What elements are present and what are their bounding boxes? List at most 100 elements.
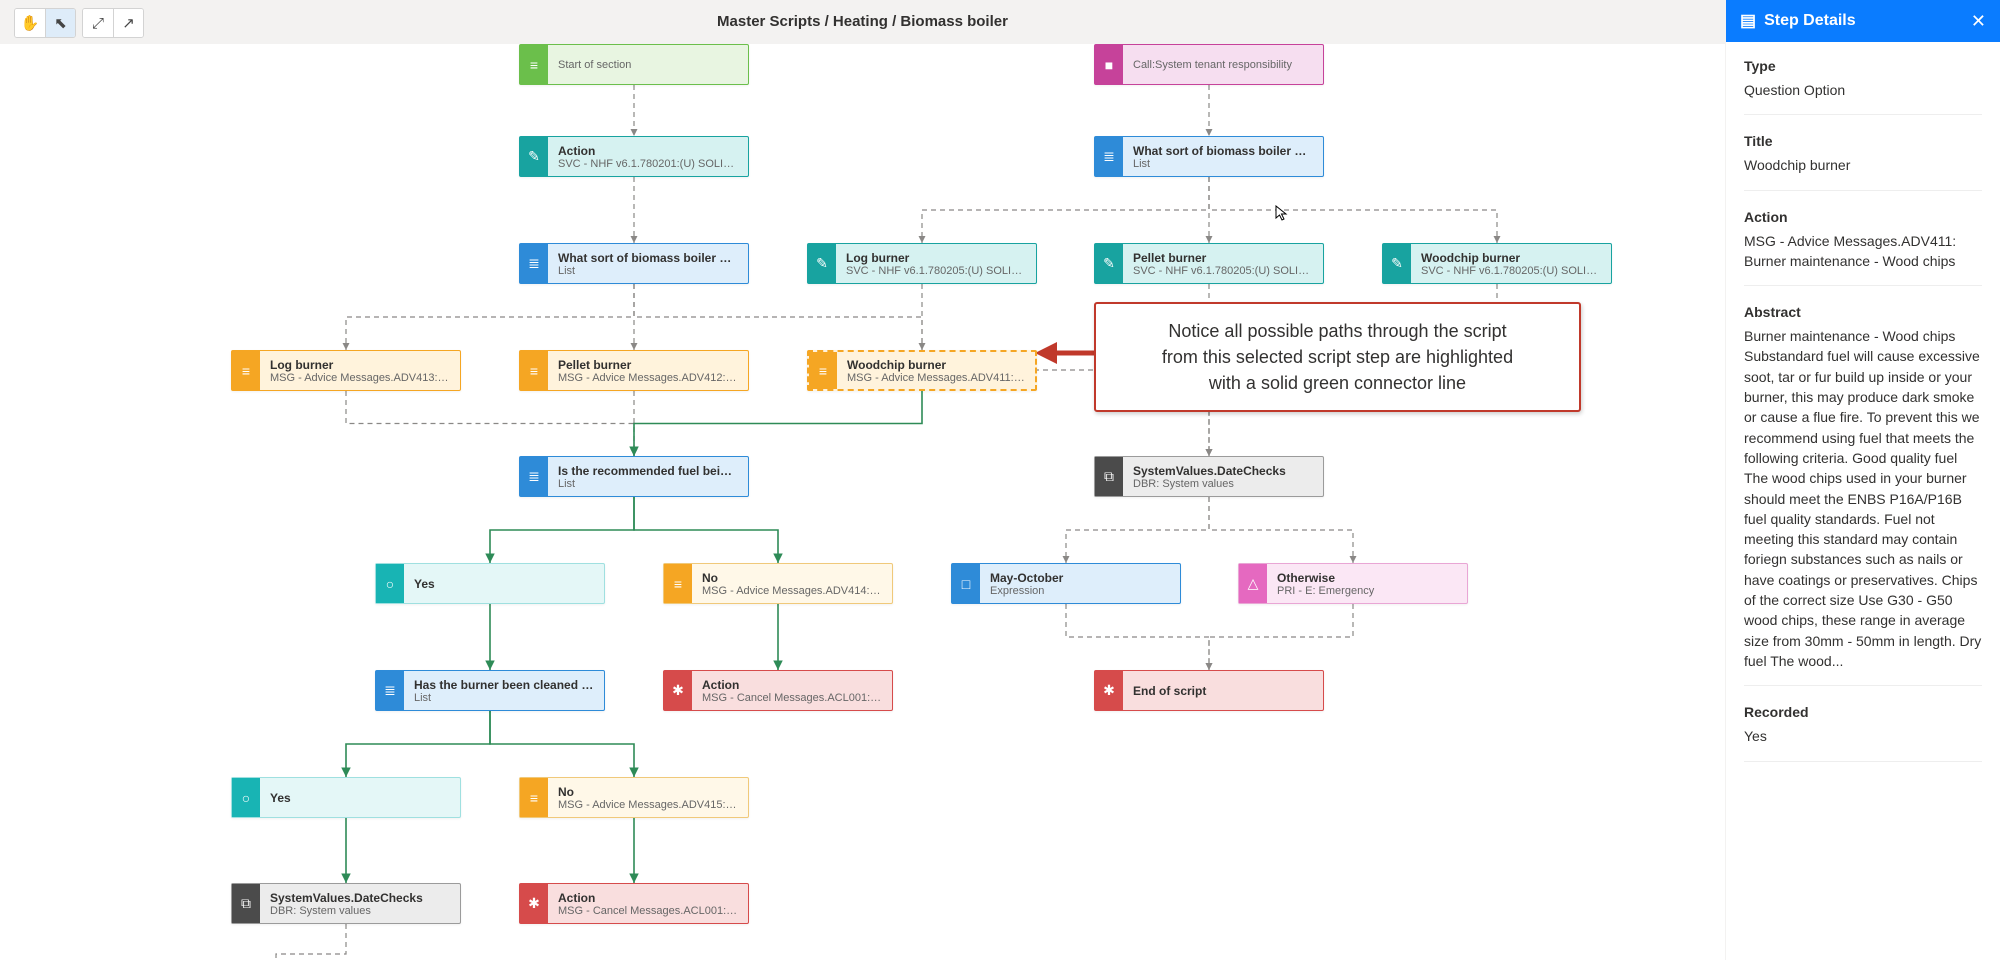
node-body: Is the recommended fuel being used? (...… (548, 457, 748, 496)
node-icon: ✎ (1095, 244, 1123, 283)
node-body: What sort of biomass boiler do you have?… (548, 244, 748, 283)
node-title: Yes (270, 791, 450, 805)
toolbar: ✋ ⬉ ⤢ ↗ (14, 8, 144, 38)
node-icon: ✎ (1383, 244, 1411, 283)
flow-node[interactable]: ○Yes (231, 777, 461, 818)
panel-field-label: Title (1744, 133, 1982, 149)
flow-node[interactable]: ■ Call:System tenant responsibility (1094, 44, 1324, 85)
node-title: What sort of biomass boiler do you have? (1133, 144, 1313, 158)
connector (346, 284, 634, 350)
hand-tool-button[interactable]: ✋ (15, 9, 45, 37)
node-body: Pellet burnerSVC - NHF v6.1.780205:(U) S… (1123, 244, 1323, 283)
node-icon: ≡ (520, 778, 548, 817)
node-icon: ≡ (520, 45, 548, 84)
connector (634, 284, 922, 350)
flow-node[interactable]: ≡ Pellet burnerMSG - Advice Messages.ADV4… (519, 350, 749, 391)
node-body: Call:System tenant responsibility (1123, 45, 1323, 84)
node-icon: ■ (1095, 45, 1123, 84)
node-title: Log burner (846, 251, 1026, 265)
flow-node[interactable]: ≡ Woodchip burnerMSG - Advice Messages.AD… (807, 350, 1037, 391)
flow-node[interactable]: ○Yes (375, 563, 605, 604)
connector (922, 177, 1209, 243)
node-title: Action (558, 891, 738, 905)
annotation-callout: Notice all possible paths through the sc… (1094, 302, 1581, 412)
node-body: ActionSVC - NHF v6.1.780201:(U) SOLID FU… (548, 137, 748, 176)
panel-field-value: Burner maintenance - Wood chips Substand… (1744, 326, 1982, 671)
flow-node[interactable]: ≣Is the recommended fuel being used? (..… (519, 456, 749, 497)
node-subtitle: MSG - Advice Messages.ADV415: Burner ... (558, 799, 738, 811)
tool-group-view: ⤢ ↗ (82, 8, 144, 38)
panel-field-value: Question Option (1744, 80, 1982, 100)
flow-node[interactable]: ⧉SystemValues.DateChecksDBR: System valu… (1094, 456, 1324, 497)
node-subtitle: SVC - NHF v6.1.780201:(U) SOLID FUEL ... (558, 158, 738, 170)
node-icon: ≡ (809, 352, 837, 389)
flow-node[interactable]: ⧉SystemValues.DateChecksDBR: System valu… (231, 883, 461, 924)
flow-node[interactable]: ✱ActionMSG - Cancel Messages.ACL001: No … (663, 670, 893, 711)
connector (1066, 497, 1209, 563)
breadcrumb: Master Scripts / Heating / Biomass boile… (0, 0, 1725, 44)
flow-node[interactable]: ≣What sort of biomass boiler do you have… (1094, 136, 1324, 177)
pointer-tool-button[interactable]: ⬉ (45, 9, 75, 37)
node-icon: ✱ (1095, 671, 1123, 710)
node-title: Woodchip burner (1421, 251, 1601, 265)
flow-node[interactable]: ✱End of script (1094, 670, 1324, 711)
flow-node[interactable]: ✎Log burnerSVC - NHF v6.1.780205:(U) SOL… (807, 243, 1037, 284)
node-icon: □ (952, 564, 980, 603)
flow-node[interactable]: ≡ NoMSG - Advice Messages.ADV415: Burner … (519, 777, 749, 818)
flow-node[interactable]: ≣Has the burner been cleaned within the … (375, 670, 605, 711)
node-subtitle: PRI - E: Emergency (1277, 585, 1457, 597)
flow-node[interactable]: ✎Pellet burnerSVC - NHF v6.1.780205:(U) … (1094, 243, 1324, 284)
node-subtitle: SVC - NHF v6.1.780205:(U) SOLID FUEL ... (1421, 265, 1601, 277)
node-subtitle: MSG - Advice Messages.ADV411: Burner ... (847, 372, 1025, 384)
flow-node[interactable]: △OtherwisePRI - E: Emergency (1238, 563, 1468, 604)
flow-node[interactable]: ≡Start of section (519, 44, 749, 85)
node-subtitle: List (558, 478, 738, 490)
panel-title: Step Details (1764, 12, 1856, 30)
node-icon: ≣ (520, 244, 548, 283)
connector-lines (0, 44, 1725, 960)
node-subtitle: Call:System tenant responsibility (1133, 59, 1313, 71)
flow-node[interactable]: ✱ActionMSG - Cancel Messages.ACL001: No … (519, 883, 749, 924)
node-title: SystemValues.DateChecks (1133, 464, 1313, 478)
flowchart-canvas[interactable]: ≡Start of section■Call:System tenant res… (0, 44, 1725, 960)
node-icon: ≣ (520, 457, 548, 496)
panel-field: RecordedYes (1744, 704, 1982, 761)
node-icon: ≡ (664, 564, 692, 603)
flow-node[interactable]: ✎ Woodchip burnerSVC - NHF v6.1.780205:(U… (1382, 243, 1612, 284)
step-details-panel: ▤ Step Details ✕ TypeQuestion OptionTitl… (1725, 0, 2000, 960)
node-title: No (558, 785, 738, 799)
node-body: Log burnerMSG - Advice Messages.ADV413: … (260, 351, 460, 390)
node-body: NoMSG - Advice Messages.ADV414: Burner .… (692, 564, 892, 603)
connector (1209, 604, 1353, 670)
flow-node[interactable]: ✎ActionSVC - NHF v6.1.780201:(U) SOLID F… (519, 136, 749, 177)
flow-node[interactable]: □May-OctoberExpression (951, 563, 1181, 604)
flow-node[interactable]: ≣What sort of biomass boiler do you have… (519, 243, 749, 284)
connector (346, 711, 490, 777)
node-subtitle: List (414, 692, 594, 704)
node-title: Woodchip burner (847, 358, 1025, 372)
flow-node[interactable]: ≡NoMSG - Advice Messages.ADV414: Burner … (663, 563, 893, 604)
connector (1209, 177, 1497, 243)
node-title: Is the recommended fuel being used? (... (558, 464, 738, 478)
tool-group-mode: ✋ ⬉ (14, 8, 76, 38)
node-subtitle: MSG - Advice Messages.ADV414: Burner ... (702, 585, 882, 597)
node-body: Log burnerSVC - NHF v6.1.780205:(U) SOLI… (836, 244, 1036, 283)
node-title: Pellet burner (558, 358, 738, 372)
close-panel-button[interactable]: ✕ (1971, 11, 1986, 32)
node-title: Action (558, 144, 738, 158)
panel-field-label: Abstract (1744, 304, 1982, 320)
node-icon: ≡ (520, 351, 548, 390)
node-icon: ✱ (520, 884, 548, 923)
panel-field-label: Recorded (1744, 704, 1982, 720)
node-subtitle: MSG - Advice Messages.ADV413: Burner ... (270, 372, 450, 384)
node-subtitle: MSG - Advice Messages.ADV412: Burner ... (558, 372, 738, 384)
flow-node[interactable]: ≡Log burnerMSG - Advice Messages.ADV413:… (231, 350, 461, 391)
panel-field: TypeQuestion Option (1744, 58, 1982, 115)
open-external-button[interactable]: ↗ (113, 9, 143, 37)
callout-line: Notice all possible paths through the sc… (1118, 318, 1557, 344)
fit-view-button[interactable]: ⤢ (83, 9, 113, 37)
callout-line: from this selected script step are highl… (1118, 344, 1557, 370)
node-icon: ✎ (808, 244, 836, 283)
node-body: Start of section (548, 45, 748, 84)
panel-field: Abstract Burner maintenance - Wood chips … (1744, 304, 1982, 686)
